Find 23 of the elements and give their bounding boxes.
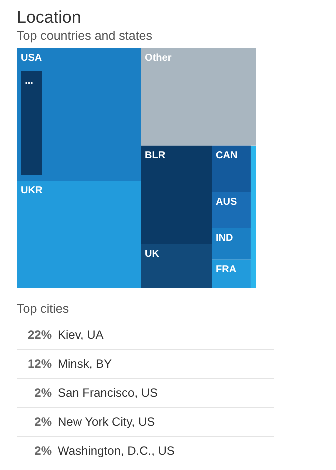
category-label: ... xyxy=(25,76,34,87)
text: Location xyxy=(17,8,82,28)
category-label: AUS xyxy=(216,196,238,208)
category-label: UK xyxy=(145,248,160,260)
data-label: 2% xyxy=(34,415,52,429)
data-label: 2% xyxy=(34,386,52,400)
category-label: IND xyxy=(216,232,234,244)
category-label: UKR xyxy=(21,186,44,197)
text: Top cities xyxy=(17,302,70,316)
category-label: FRA xyxy=(216,264,237,276)
text: Top countries and states xyxy=(17,29,152,43)
category-label: BLR xyxy=(145,150,166,162)
category-label: Washington, D.C., US xyxy=(58,444,175,458)
category-label: CAN xyxy=(216,150,238,162)
category-label: USA xyxy=(21,52,42,64)
category-label: San Francisco, US xyxy=(58,386,158,400)
category-label: Kiev, UA xyxy=(58,328,104,342)
data-label: 22% xyxy=(26,328,52,342)
category-label: New York City, US xyxy=(58,415,156,429)
category-label: Minsk, BY xyxy=(58,357,112,371)
data-label: 12% xyxy=(26,357,52,371)
data-label: 2% xyxy=(34,444,52,458)
category-label: Other xyxy=(145,52,172,64)
